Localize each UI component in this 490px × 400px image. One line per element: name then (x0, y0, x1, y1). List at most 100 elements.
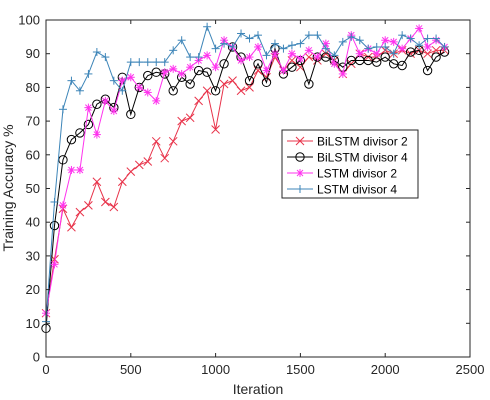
series-1-point-29 (287, 62, 297, 72)
series-2-point-1 (50, 260, 59, 269)
series-2-point-23 (237, 56, 246, 65)
series-3-point-34 (330, 51, 339, 60)
legend-item-3-label: LSTM divisor 4 (317, 183, 397, 197)
series-1-point-40 (380, 52, 390, 62)
series-0-point-38 (363, 52, 373, 62)
series-1-point-17 (185, 79, 195, 89)
series-2-point-32-d2 (314, 53, 321, 61)
series-1-point-20 (210, 86, 221, 96)
series-0-point-24-b (245, 83, 254, 92)
series-2-point-14-d2 (161, 68, 169, 76)
series-0-point-31 (304, 52, 314, 62)
series-2-point-5 (84, 103, 93, 112)
series-0-point-21-b (219, 79, 229, 89)
series-2-point-19-d2 (203, 52, 211, 59)
legend-item-2: LSTM divisor 2 (287, 167, 397, 181)
series-0-point-21 (219, 79, 229, 89)
series-2-point-40-d2 (381, 36, 389, 44)
series-2-point-28 (279, 66, 288, 75)
series-0-point-18 (194, 96, 203, 106)
series-2-point-45 (423, 42, 432, 51)
legend-item-1: BiLSTM divisor 4 (287, 151, 408, 165)
series-2-point-6-d2 (93, 131, 101, 138)
series-0-point-29-b (287, 56, 297, 65)
series-2-point-19 (203, 51, 212, 60)
series-2-point-13-d2 (152, 97, 160, 105)
series-3-point-10 (126, 58, 135, 67)
series-2-point-39 (372, 49, 381, 58)
series-3-point-23 (237, 29, 246, 38)
series-2-point-4 (75, 165, 84, 174)
series-1-point-12 (143, 70, 153, 81)
series-1-point-10 (126, 109, 136, 120)
series-3-point-14 (160, 58, 169, 67)
series-2-point-25 (254, 42, 262, 51)
legend-item-2-marker (296, 169, 304, 177)
y-tick-label-7: 70 (26, 114, 40, 129)
series-2-point-3-d2 (68, 166, 75, 174)
series-0-point-30-b (296, 62, 305, 72)
series-0-point-30 (296, 62, 305, 72)
y-tick-label-1: 10 (26, 316, 40, 331)
y-tick-label-2: 20 (26, 282, 40, 297)
series-3-point-38 (364, 44, 373, 53)
series-2-point-34-d2 (330, 60, 338, 68)
series-2-point-15-d2 (169, 65, 177, 73)
series-2-point-9-d2 (118, 77, 126, 85)
series-2-point-29 (287, 49, 296, 58)
series-2-point-35-d2 (339, 70, 347, 78)
ticks-layer: 0 500 1000 1500 2000 2500 0 10 20 30 40 50 60 70 80 90 1… (18, 13, 484, 378)
series-1-point-15 (168, 86, 178, 96)
series-3-point-43 (406, 34, 415, 43)
series-1-point-46 (431, 52, 441, 62)
legend-item-0-marker (295, 136, 305, 146)
legend-item-0-label: BiLSTM divisor 2 (317, 135, 408, 149)
series-0-point-14 (160, 153, 170, 163)
series-0-point-20-b (211, 125, 220, 134)
series-2-point-40 (381, 36, 390, 45)
series-0-point-7-b (101, 197, 110, 207)
series-3-point-16 (177, 36, 186, 45)
series-0-point-22 (228, 76, 237, 86)
series-3-point-8 (109, 76, 118, 85)
series-0-point-15-b (168, 136, 178, 146)
series-0-point-45-b (423, 49, 432, 59)
series-3-point-36 (347, 32, 356, 41)
x-tick-label-0: 0 (42, 362, 49, 377)
series-1-point-3 (66, 134, 77, 145)
series-1-line (45, 46, 445, 329)
series-2-point-12-d2 (144, 89, 152, 96)
series-0-point-17 (185, 113, 195, 123)
series-0-point-9-b (117, 177, 127, 187)
series-3-point-45 (423, 34, 432, 43)
series-2 (42, 24, 449, 318)
legend-item-3-marker (296, 185, 304, 193)
series-0-point-46-b (431, 45, 441, 55)
series-2-point-2 (58, 201, 67, 210)
series-0-point-4 (75, 207, 85, 217)
series-1-point-11 (134, 82, 144, 93)
series-0-point-4-b (75, 207, 85, 217)
y-tick-label-8: 80 (26, 80, 40, 95)
y-tick-label-6: 60 (26, 147, 40, 162)
series-2-point-31 (304, 46, 313, 55)
series-3-point-11 (135, 58, 144, 67)
series-3-point-27 (270, 39, 279, 48)
series-0-point-8 (109, 202, 119, 212)
series-3-point-41 (389, 49, 398, 58)
series-2-point-13 (152, 96, 161, 105)
y-tick-label-5: 50 (26, 181, 40, 196)
series-3-point-12 (143, 58, 152, 67)
series-3-point-7 (101, 53, 110, 62)
series-3-point-33 (321, 44, 330, 53)
series-3-point-28 (279, 44, 288, 53)
series-1-point-39 (372, 57, 382, 67)
series-0-point-46 (431, 45, 441, 55)
series-2-point-11 (135, 83, 144, 92)
series-0-point-36-b (346, 59, 356, 69)
series-1-point-21 (219, 59, 229, 69)
series-0-point-12-b (143, 157, 153, 166)
y-tick-label-3: 30 (26, 248, 40, 263)
series-3-point-4 (75, 86, 84, 95)
